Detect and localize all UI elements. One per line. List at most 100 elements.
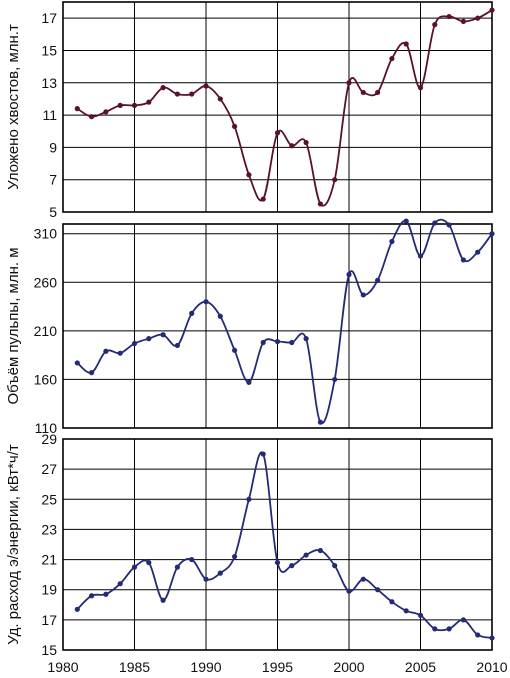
data-point	[160, 597, 166, 603]
panel-middle: 110 160 210 260 310 Объём пульпы, млн. м	[5, 218, 495, 436]
data-point	[460, 617, 466, 623]
panel-top: 5 7 9 11 13 15 17 Уложено хвостов, млн.т	[5, 1, 495, 220]
y-tick-label: 7	[49, 172, 57, 188]
x-tick-label: 1980	[47, 659, 78, 675]
data-point	[417, 253, 424, 259]
data-point	[475, 249, 481, 255]
data-point	[346, 588, 352, 594]
data-point	[203, 83, 209, 89]
data-point	[203, 576, 209, 582]
data-point	[360, 576, 366, 582]
data-point	[274, 559, 281, 566]
data-point	[375, 277, 381, 283]
y-tick-label: 13	[41, 75, 57, 91]
data-point	[432, 626, 438, 632]
data-point	[475, 15, 481, 21]
data-point	[446, 626, 452, 632]
y-axis-label-energy: Уд. расход э/энергии, кВт*ч/т	[5, 444, 22, 645]
data-point	[332, 376, 338, 383]
data-point	[303, 139, 309, 146]
data-point	[303, 336, 309, 342]
data-point	[246, 496, 252, 502]
data-point	[403, 608, 409, 614]
data-point	[489, 7, 495, 13]
data-point	[89, 114, 95, 120]
data-point	[160, 332, 166, 338]
y-tick-label: 27	[41, 461, 57, 477]
data-point	[103, 109, 109, 115]
y-tick-label: 17	[41, 10, 57, 26]
y-tick-label: 11	[42, 107, 57, 123]
plot-frame	[62, 438, 493, 651]
data-point	[160, 85, 166, 91]
x-tick-label: 2000	[333, 659, 364, 675]
data-point	[375, 587, 381, 593]
y-tick-label: 260	[34, 274, 58, 290]
data-point	[189, 310, 195, 316]
data-point	[217, 570, 223, 576]
data-point	[146, 559, 152, 566]
x-tick-label: 1985	[119, 659, 150, 675]
data-point	[489, 635, 495, 641]
y-tick-label: 19	[41, 582, 57, 598]
x-tick-label: 1990	[190, 659, 221, 675]
data-point	[360, 89, 366, 96]
data-point	[475, 632, 481, 638]
data-point	[289, 143, 295, 149]
data-point	[260, 451, 266, 457]
data-point	[217, 313, 223, 319]
data-point	[117, 102, 123, 108]
y-tick-label: 160	[34, 371, 58, 387]
data-point	[203, 299, 209, 305]
data-point	[232, 553, 238, 560]
data-point	[131, 102, 138, 108]
data-point	[389, 238, 395, 245]
data-point	[317, 201, 323, 207]
data-point	[89, 593, 95, 599]
data-point	[317, 419, 323, 425]
data-point	[246, 379, 252, 385]
y-tick-label: 15	[41, 42, 57, 58]
y-tick-label: 23	[41, 521, 57, 537]
data-point	[403, 41, 409, 47]
y-axis-label-tailings: Уложено хвостов, млн.т	[5, 24, 22, 190]
data-point	[346, 80, 352, 86]
data-point	[103, 348, 109, 354]
data-point	[74, 606, 80, 612]
data-point	[146, 336, 152, 342]
series-line-pulp	[76, 218, 493, 425]
data-point	[103, 591, 109, 597]
data-point	[260, 339, 266, 346]
data-point	[74, 360, 80, 366]
data-point	[89, 370, 95, 376]
series-line-tailings	[76, 9, 493, 207]
data-point	[317, 547, 323, 554]
data-point	[332, 177, 338, 183]
data-point	[375, 89, 381, 96]
y-tick-label: 310	[34, 226, 58, 242]
data-point	[131, 340, 138, 347]
data-point	[446, 13, 452, 20]
y-axis-label-pulp: Объём пульпы, млн. м	[5, 247, 22, 404]
data-point	[332, 563, 338, 569]
data-point	[74, 106, 80, 112]
data-point	[217, 96, 223, 102]
y-tick-label: 25	[41, 491, 57, 507]
data-point	[417, 85, 424, 91]
data-point	[174, 342, 180, 349]
data-point	[274, 338, 281, 345]
data-point	[174, 564, 180, 570]
data-point	[274, 130, 281, 136]
y-tick-label: 210	[34, 323, 58, 339]
x-tick-label: 2005	[405, 659, 436, 675]
data-point	[346, 271, 352, 278]
data-point	[403, 218, 409, 224]
data-point	[131, 564, 138, 570]
data-point	[417, 612, 424, 618]
data-point	[146, 99, 152, 105]
panel-bottom: 15 17 19 21 23 25 27 29 Уд. расход э/энергии, кВ…	[5, 431, 508, 675]
data-point	[432, 22, 438, 28]
data-point	[446, 222, 452, 228]
data-point	[289, 339, 295, 346]
